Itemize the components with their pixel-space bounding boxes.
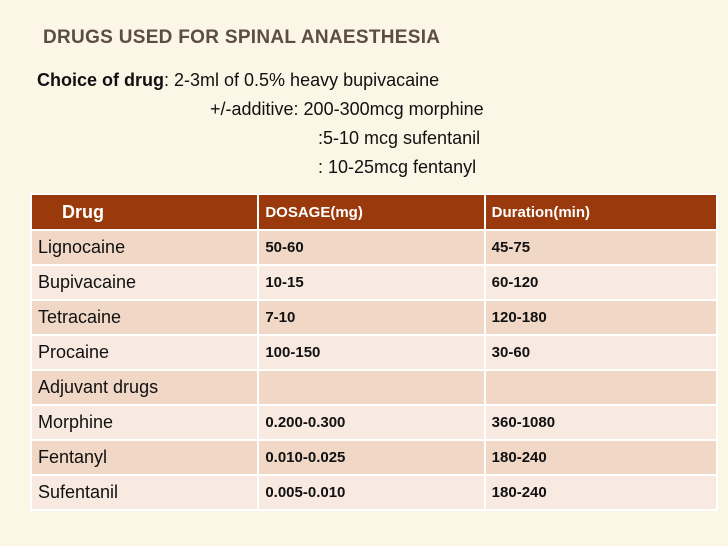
table-cell: 0.200-0.300 <box>257 404 486 441</box>
table-row: Fentanyl 0.010-0.025 180-240 <box>29 439 719 476</box>
drug-table: Drug DOSAGE(mg) Duration(min) Lignocaine 50-… <box>29 193 719 511</box>
drug-name: Sufentanil <box>29 474 260 511</box>
table-cell: 60-120 <box>483 264 719 301</box>
intro-line: Choice of drug: 2-3ml of 0.5% heavy bupi… <box>37 70 439 91</box>
drug-name: Adjuvant drugs <box>29 369 260 406</box>
table-row: Sufentanil 0.005-0.010 180-240 <box>29 474 719 511</box>
drug-name: Bupivacaine <box>29 264 260 301</box>
table-row: Lignocaine 50-60 45-75 <box>29 229 719 266</box>
table-cell: 10-15 <box>257 264 486 301</box>
column-header: Duration(min) <box>483 193 719 231</box>
table-row: Adjuvant drugs <box>29 369 719 406</box>
drug-name: Lignocaine <box>29 229 260 266</box>
column-header: DOSAGE(mg) <box>257 193 486 231</box>
table-row: Procaine 100-150 30-60 <box>29 334 719 371</box>
slide-title: DRUGS USED FOR SPINAL ANAESTHESIA <box>43 27 441 48</box>
table-row: Bupivacaine 10-15 60-120 <box>29 264 719 301</box>
intro-text: : 2-3ml of 0.5% heavy bupivacaine <box>164 70 440 90</box>
intro-line: :5-10 mcg sufentanil <box>318 128 481 148</box>
table-cell <box>257 369 486 406</box>
intro-line: +/-additive: 200-300mcg morphine <box>210 99 484 119</box>
table-cell: 180-240 <box>483 439 719 476</box>
table-cell: 7-10 <box>257 299 486 336</box>
table-cell: 100-150 <box>257 334 486 371</box>
intro-label: Choice of drug <box>37 70 164 90</box>
column-header: Drug <box>29 193 260 231</box>
table-cell: 120-180 <box>483 299 719 336</box>
table-row: Morphine 0.200-0.300 360-1080 <box>29 404 719 441</box>
table-cell: 45-75 <box>483 229 719 266</box>
table-cell: 30-60 <box>483 334 719 371</box>
table-row: Tetracaine 7-10 120-180 <box>29 299 719 336</box>
table-cell: 180-240 <box>483 474 719 511</box>
header-row: Drug DOSAGE(mg) Duration(min) <box>29 193 719 231</box>
table-cell: 360-1080 <box>483 404 719 441</box>
drug-name: Procaine <box>29 334 260 371</box>
table-cell <box>483 369 719 406</box>
drug-name: Tetracaine <box>29 299 260 336</box>
intro-line: : 10-25mcg fentanyl <box>318 157 477 177</box>
table-cell: 50-60 <box>257 229 486 266</box>
drug-name: Morphine <box>29 404 260 441</box>
drug-name: Fentanyl <box>29 439 260 476</box>
table-cell: 0.005-0.010 <box>257 474 486 511</box>
table-cell: 0.010-0.025 <box>257 439 486 476</box>
